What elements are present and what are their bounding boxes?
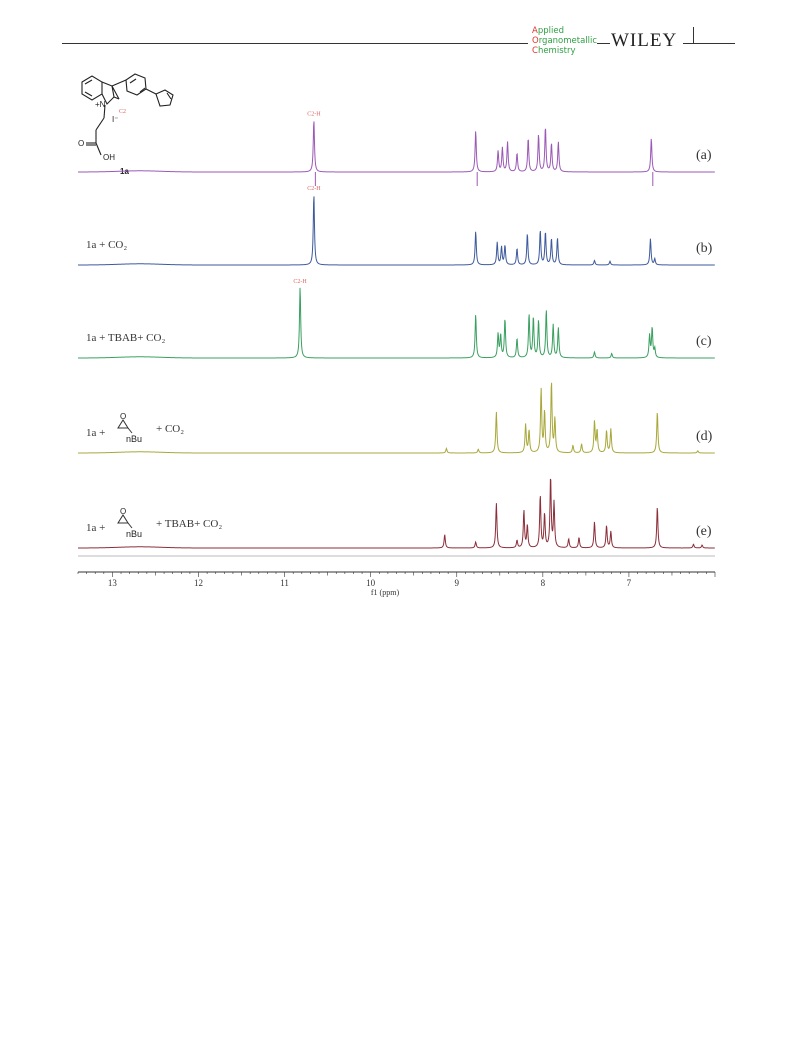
carbonyl-o-label: O [78, 139, 84, 148]
journal-line-3: Chemistry [532, 46, 576, 56]
nmr-spectrum-figure: O OH +N I⁻ C2 1a (a)C2-H(b)1a + CO₂C2-H(… [77, 73, 716, 597]
c2h-peak-tag: C2-H [307, 186, 321, 192]
spectrum-sample-label: 1a + CO₂ [86, 239, 127, 251]
iodide-label: I⁻ [112, 115, 118, 124]
spectrum-line [78, 478, 715, 549]
cation-label: +N [95, 100, 106, 109]
epoxide-ring [117, 419, 129, 429]
x-tick-label: 13 [108, 578, 118, 588]
spectrum-letter: (c) [696, 334, 712, 349]
benzene-ring [81, 75, 103, 101]
c2h-peak-tag: C2-H [307, 112, 321, 118]
spectrum-letter: (e) [696, 524, 712, 539]
pyridine-ring [125, 73, 147, 96]
epoxide-substituent: nBu [126, 434, 142, 444]
x-axis: 13 12 11 10 9 8 7 f1 (ppm) [77, 571, 716, 597]
hydroxyl-label: OH [103, 153, 115, 162]
spectrum-letter: (b) [696, 241, 713, 256]
x-tick-label: 11 [280, 578, 289, 588]
c2-label: C2 [119, 109, 126, 115]
x-tick-label: 9 [455, 578, 460, 588]
spectrum-letter: (a) [696, 148, 712, 163]
spectrum-c: (c) 1a + TBAB+ CO₂ C2-H [78, 279, 715, 359]
x-axis-title: f1 (ppm) [371, 588, 400, 597]
spectrum-line [78, 382, 715, 454]
epoxide-bond [127, 427, 133, 434]
spectrum-letter: (d) [696, 429, 713, 444]
spectrum-line [78, 287, 715, 359]
epoxide-o-label: O [120, 412, 126, 421]
publisher-logo: WILEY [611, 30, 678, 51]
spectrum-a: (a) C2-H [78, 112, 715, 186]
header-rule-right [683, 43, 735, 44]
x-tick-label: 7 [627, 578, 632, 588]
header-rule-left [62, 43, 528, 44]
journal-line-2: Organometallic [532, 36, 598, 46]
spectrum-line [78, 196, 715, 266]
header-rule-mid [597, 43, 610, 44]
spectrum-sample-label: 1a + TBAB+ CO₂ [86, 332, 165, 344]
epoxide-substituent: nBu [126, 529, 142, 539]
x-tick-label: 8 [541, 578, 546, 588]
journal-line-1: Applied [532, 26, 564, 36]
spectrum-sample-label: 1a + [86, 427, 105, 439]
spectrum-b: (b) 1a + CO₂ C2-H [78, 186, 715, 266]
spectrum-sample-label-after: + CO₂ [156, 423, 184, 435]
pyrazole-ring [155, 89, 174, 107]
spectrum-sample-label-after: + TBAB+ CO₂ [156, 518, 222, 530]
header-rule-tick [693, 27, 694, 44]
spectra-layer: (a) C2-H (b) 1a + CO₂ C2-H (c) 1a + TBAB+ CO₂ C… [78, 112, 715, 557]
epoxide-ring [117, 514, 129, 524]
x-tick-label: 10 [366, 578, 376, 588]
spectrum-line [78, 121, 715, 173]
epoxide-bond [127, 522, 133, 529]
compound-1a-structure [81, 73, 174, 156]
epoxide-o-label: O [120, 507, 126, 516]
spectrum-sample-label: 1a + [86, 522, 105, 534]
x-tick-label: 12 [194, 578, 203, 588]
journal-logo: Applied Organometallic Chemistry [532, 26, 597, 56]
c2h-peak-tag: C2-H [293, 279, 307, 285]
